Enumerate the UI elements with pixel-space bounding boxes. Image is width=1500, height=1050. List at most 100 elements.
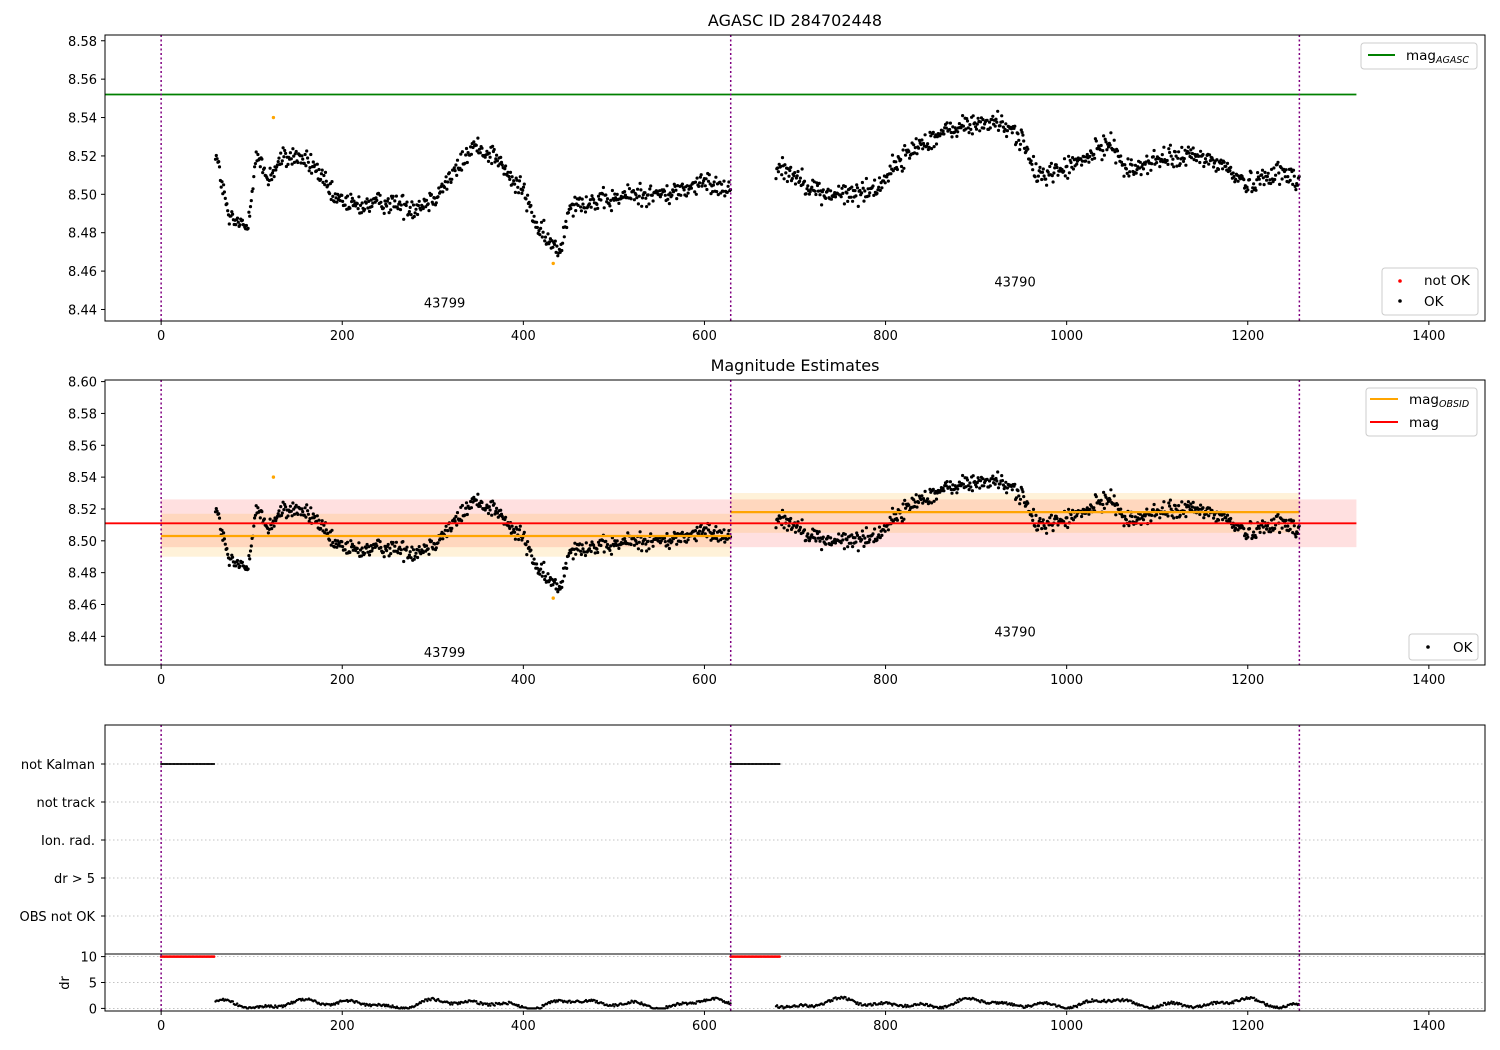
agasc-ok-point	[410, 200, 414, 204]
agasc-ok-point	[450, 177, 454, 181]
agasc-ok-point	[217, 160, 221, 164]
magnitude-ok-point	[787, 524, 791, 528]
agasc-ok-point	[923, 133, 927, 137]
agasc-ok-point	[1114, 161, 1118, 165]
magnitude-ok-point	[667, 546, 672, 551]
dr-point	[1075, 1005, 1079, 1009]
agasc-ok-point	[429, 193, 433, 197]
magnitude-ok-point	[378, 540, 382, 544]
flag-point	[196, 763, 199, 765]
agasc-ok-point	[907, 149, 911, 154]
magnitude-ok-point	[1186, 500, 1190, 504]
agasc-ok-point	[623, 190, 627, 194]
agasc-ok-point	[1202, 164, 1206, 169]
agasc-ok-point	[920, 138, 924, 142]
agasc-ok-point	[686, 191, 690, 195]
agasc-ok-point	[520, 191, 524, 195]
agasc-ok-point	[798, 176, 803, 180]
agasc-ok-point	[727, 180, 731, 184]
agasc-ok-point	[506, 170, 510, 174]
agasc-ok-point	[1197, 154, 1201, 158]
agasc-ok-point	[1220, 161, 1224, 165]
magnitude-ok-point	[504, 515, 508, 519]
agasc-ok-point	[275, 163, 279, 167]
magnitude-ok-point	[855, 531, 859, 535]
magnitude-ok-point	[816, 536, 821, 540]
agasc-ok-point	[687, 187, 691, 191]
dr-point	[337, 1002, 340, 1005]
agasc-ok-point	[398, 200, 402, 204]
flag-point	[778, 763, 781, 765]
agasc-ok-point	[374, 196, 378, 200]
agasc-ok-point	[853, 189, 857, 193]
agasc-ok-point	[1084, 159, 1088, 163]
magnitude-ok-point	[453, 519, 457, 523]
magnitude-ok-point	[246, 567, 250, 571]
magnitude-ok-point	[994, 476, 998, 481]
agasc-ok-point	[238, 223, 242, 227]
agasc-ok-point	[1207, 162, 1211, 166]
magnitude-ok-point	[495, 506, 499, 510]
magnitude-ok-point	[880, 533, 884, 538]
agasc-ok-point	[1125, 171, 1129, 175]
magnitude-ok-point	[477, 501, 482, 506]
agasc-ok-point	[323, 170, 328, 174]
flag-point	[760, 763, 763, 765]
magnitude-ok-point	[386, 542, 390, 547]
agasc-ok-point	[579, 205, 583, 209]
magnitude-ok-point	[968, 481, 972, 485]
magnitude-ok-point	[1280, 526, 1284, 530]
dr-point	[1081, 1002, 1084, 1005]
magnitude-ok-point	[463, 513, 467, 517]
agasc-ok-point	[276, 160, 280, 164]
agasc-ok-point	[527, 200, 531, 204]
agasc-ok-point	[671, 190, 676, 194]
agasc-ok-point	[1192, 158, 1196, 162]
dr-point	[281, 1006, 284, 1009]
magnitude-ok-point	[1065, 516, 1069, 520]
magnitude-ok-point	[270, 527, 274, 531]
magnitude-ok-point	[779, 516, 783, 520]
agasc-ok-point	[891, 169, 895, 173]
magnitude-ok-point	[883, 529, 887, 533]
dr-point	[1121, 997, 1124, 1001]
dr-point	[613, 1005, 616, 1008]
agasc-ok-point	[326, 183, 330, 187]
dr-point	[429, 999, 432, 1002]
magnitude-ok-point	[1115, 503, 1120, 507]
magnitude-ok-point	[450, 526, 454, 531]
magnitude-ok-point	[919, 497, 923, 502]
magnitude-ok-point	[1044, 526, 1048, 530]
magnitude-ok-point	[1063, 524, 1067, 528]
dr-point	[475, 1000, 478, 1003]
agasc-ok-point	[673, 184, 677, 188]
magnitude-ok-point	[369, 544, 373, 548]
agasc-ok-point	[969, 127, 973, 131]
agasc-legend-not-ok: not OK	[1424, 273, 1471, 289]
magnitude-ok-point	[1170, 514, 1174, 518]
magnitude-ok-point	[871, 532, 875, 536]
agasc-ok-point	[1254, 188, 1258, 192]
agasc-ok-point	[492, 147, 496, 152]
agasc-ok-point	[990, 118, 994, 122]
magnitude-ok-point	[1166, 514, 1170, 518]
agasc-ok-point	[517, 191, 521, 195]
magnitude-ok-point	[873, 527, 877, 531]
magnitude-ok-point	[974, 485, 979, 489]
magnitude-ok-point	[695, 525, 699, 530]
agasc-ok-point	[1127, 174, 1131, 178]
magnitude-ok-point	[1284, 518, 1288, 523]
magnitude-ok-point	[861, 534, 865, 538]
dr-point	[364, 1004, 367, 1007]
dr-point	[368, 1003, 371, 1006]
magnitude-ok-point	[1250, 536, 1254, 541]
dr-point	[856, 1001, 859, 1004]
agasc-ok-point	[1269, 181, 1273, 186]
agasc-ok-point	[256, 152, 260, 157]
agasc-ok-point	[1172, 165, 1176, 169]
agasc-ok-point	[789, 165, 793, 169]
agasc-ok-point	[978, 120, 983, 124]
magnitude-plot-frame	[104, 379, 1486, 666]
magnitude-ok-point	[388, 546, 392, 550]
agasc-ok-point	[371, 201, 375, 205]
